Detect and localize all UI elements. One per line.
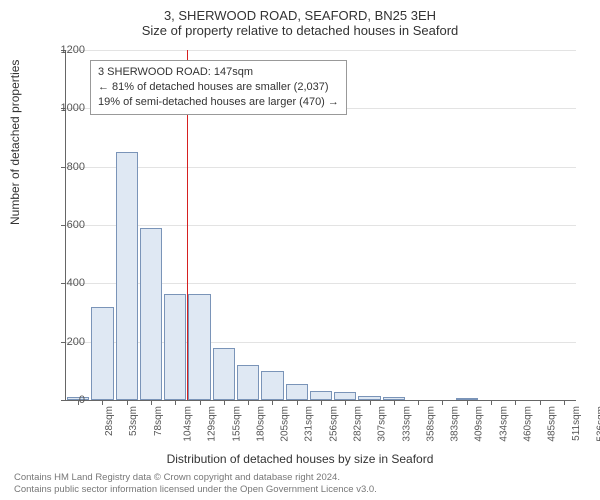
histogram-chart: 28sqm53sqm78sqm104sqm129sqm155sqm180sqm2… — [65, 50, 575, 400]
footer-line-1: Contains HM Land Registry data © Crown c… — [14, 472, 377, 484]
x-tick-label: 205sqm — [280, 406, 291, 442]
histogram-bar — [213, 348, 235, 401]
x-tick — [297, 400, 298, 405]
x-tick-label: 460sqm — [523, 406, 534, 442]
y-tick-label: 0 — [45, 394, 85, 406]
x-tick-label: 358sqm — [425, 406, 436, 442]
x-tick-label: 231sqm — [304, 406, 315, 442]
gridline — [66, 50, 576, 51]
footer: Contains HM Land Registry data © Crown c… — [14, 472, 377, 496]
histogram-bar — [116, 152, 138, 400]
histogram-bar — [164, 294, 186, 400]
x-tick — [224, 400, 225, 405]
x-tick-label: 307sqm — [377, 406, 388, 442]
x-tick-label: 434sqm — [498, 406, 509, 442]
x-tick-label: 78sqm — [153, 406, 164, 436]
x-tick-label: 129sqm — [207, 406, 218, 442]
histogram-bar — [310, 391, 332, 400]
annotation-line-1: 3 SHERWOOD ROAD: 147sqm — [98, 65, 339, 80]
footer-line-2: Contains public sector information licen… — [14, 484, 377, 496]
histogram-bar — [334, 392, 356, 400]
y-tick-label: 800 — [45, 161, 85, 173]
x-tick-label: 383sqm — [450, 406, 461, 442]
histogram-bar — [140, 228, 162, 400]
x-tick-label: 333sqm — [401, 406, 412, 442]
histogram-bar — [91, 307, 113, 400]
x-tick-label: 28sqm — [104, 406, 115, 436]
x-tick-label: 511sqm — [570, 406, 581, 441]
x-tick — [491, 400, 492, 405]
x-tick — [540, 400, 541, 405]
y-tick-label: 1000 — [45, 102, 85, 114]
x-tick-label: 282sqm — [353, 406, 364, 442]
histogram-bar — [237, 365, 259, 400]
y-tick-label: 1200 — [45, 44, 85, 56]
x-tick — [248, 400, 249, 405]
y-tick-label: 200 — [45, 336, 85, 348]
x-tick — [151, 400, 152, 405]
x-tick — [200, 400, 201, 405]
x-tick — [467, 400, 468, 405]
page-title: 3, SHERWOOD ROAD, SEAFORD, BN25 3EH — [0, 0, 600, 23]
x-tick-label: 53sqm — [128, 406, 139, 436]
x-tick-label: 155sqm — [231, 406, 242, 442]
x-tick-label: 180sqm — [255, 406, 266, 442]
x-tick — [394, 400, 395, 405]
histogram-bar — [286, 384, 308, 400]
gridline — [66, 167, 576, 168]
annotation-line-3: 19% of semi-detached houses are larger (… — [98, 95, 339, 110]
histogram-bar — [188, 294, 210, 400]
x-tick — [370, 400, 371, 405]
y-tick-label: 400 — [45, 277, 85, 289]
x-tick — [515, 400, 516, 405]
gridline — [66, 225, 576, 226]
x-tick — [418, 400, 419, 405]
x-tick-label: 104sqm — [183, 406, 194, 442]
x-tick — [175, 400, 176, 405]
x-axis-label: Distribution of detached houses by size … — [0, 452, 600, 466]
page-subtitle: Size of property relative to detached ho… — [0, 23, 600, 38]
x-tick — [442, 400, 443, 405]
histogram-bar — [261, 371, 283, 400]
x-tick — [321, 400, 322, 405]
x-tick — [102, 400, 103, 405]
x-tick — [564, 400, 565, 405]
annotation-line-2: ← 81% of detached houses are smaller (2,… — [98, 80, 339, 95]
x-tick-label: 485sqm — [547, 406, 558, 442]
x-tick-label: 409sqm — [474, 406, 485, 442]
annotation-box: 3 SHERWOOD ROAD: 147sqm ← 81% of detache… — [90, 60, 347, 115]
x-tick — [272, 400, 273, 405]
x-tick — [127, 400, 128, 405]
y-axis-label: Number of detached properties — [8, 60, 22, 225]
x-tick-label: 256sqm — [328, 406, 339, 442]
x-tick — [345, 400, 346, 405]
y-tick-label: 600 — [45, 219, 85, 231]
x-tick-label: 536sqm — [595, 406, 600, 442]
